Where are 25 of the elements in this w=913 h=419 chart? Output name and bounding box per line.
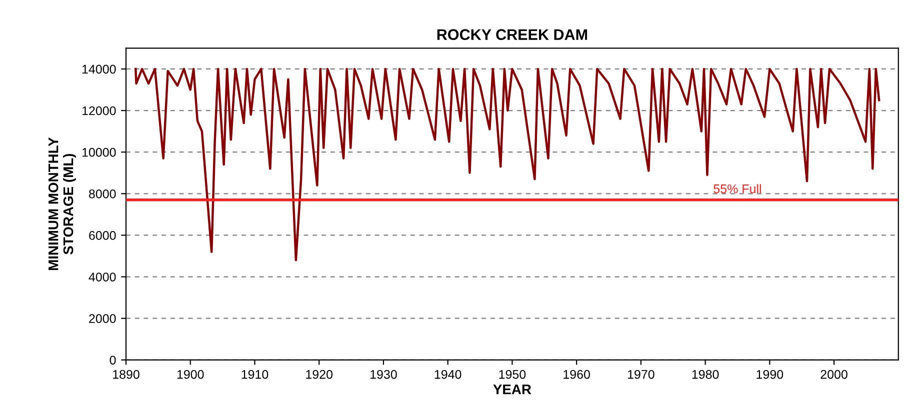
- y-tick-label: 8000: [89, 189, 116, 198]
- x-tick-label: 1970: [628, 370, 654, 379]
- x-tick-label: 1890: [113, 370, 140, 379]
- x-tick-label: 1900: [177, 370, 204, 379]
- x-tick-label: 1980: [692, 370, 719, 379]
- chart-title: ROCKY CREEK DAM: [437, 29, 588, 40]
- x-tick-label: 1950: [499, 370, 526, 379]
- x-tick-label: 1910: [242, 370, 268, 379]
- x-tick-label: 1960: [564, 370, 590, 379]
- y-tick-label: 14000: [82, 64, 116, 74]
- y-axis-title: MINIMUM MONTHLY STORAGE (ML): [48, 137, 76, 270]
- y-tick-label: 2000: [89, 314, 116, 324]
- ref-line-label: 55% Full: [714, 184, 761, 194]
- x-tick-label: 1990: [756, 370, 784, 379]
- x-axis-title: YEAR: [493, 384, 532, 394]
- y-tick-label: 6000: [89, 231, 116, 240]
- y-tick-label: 4000: [88, 272, 116, 282]
- x-tick-label: 1930: [370, 370, 397, 379]
- line-series: [134, 68, 880, 262]
- x-tick-label: 2000: [820, 370, 848, 379]
- x-tick-label: 1920: [306, 370, 333, 379]
- y-tick-label: 0: [110, 356, 116, 365]
- y-tick-label: 10000: [82, 148, 116, 157]
- x-tick-label: 1940: [434, 370, 462, 379]
- y-tick-label: 12000: [82, 106, 116, 116]
